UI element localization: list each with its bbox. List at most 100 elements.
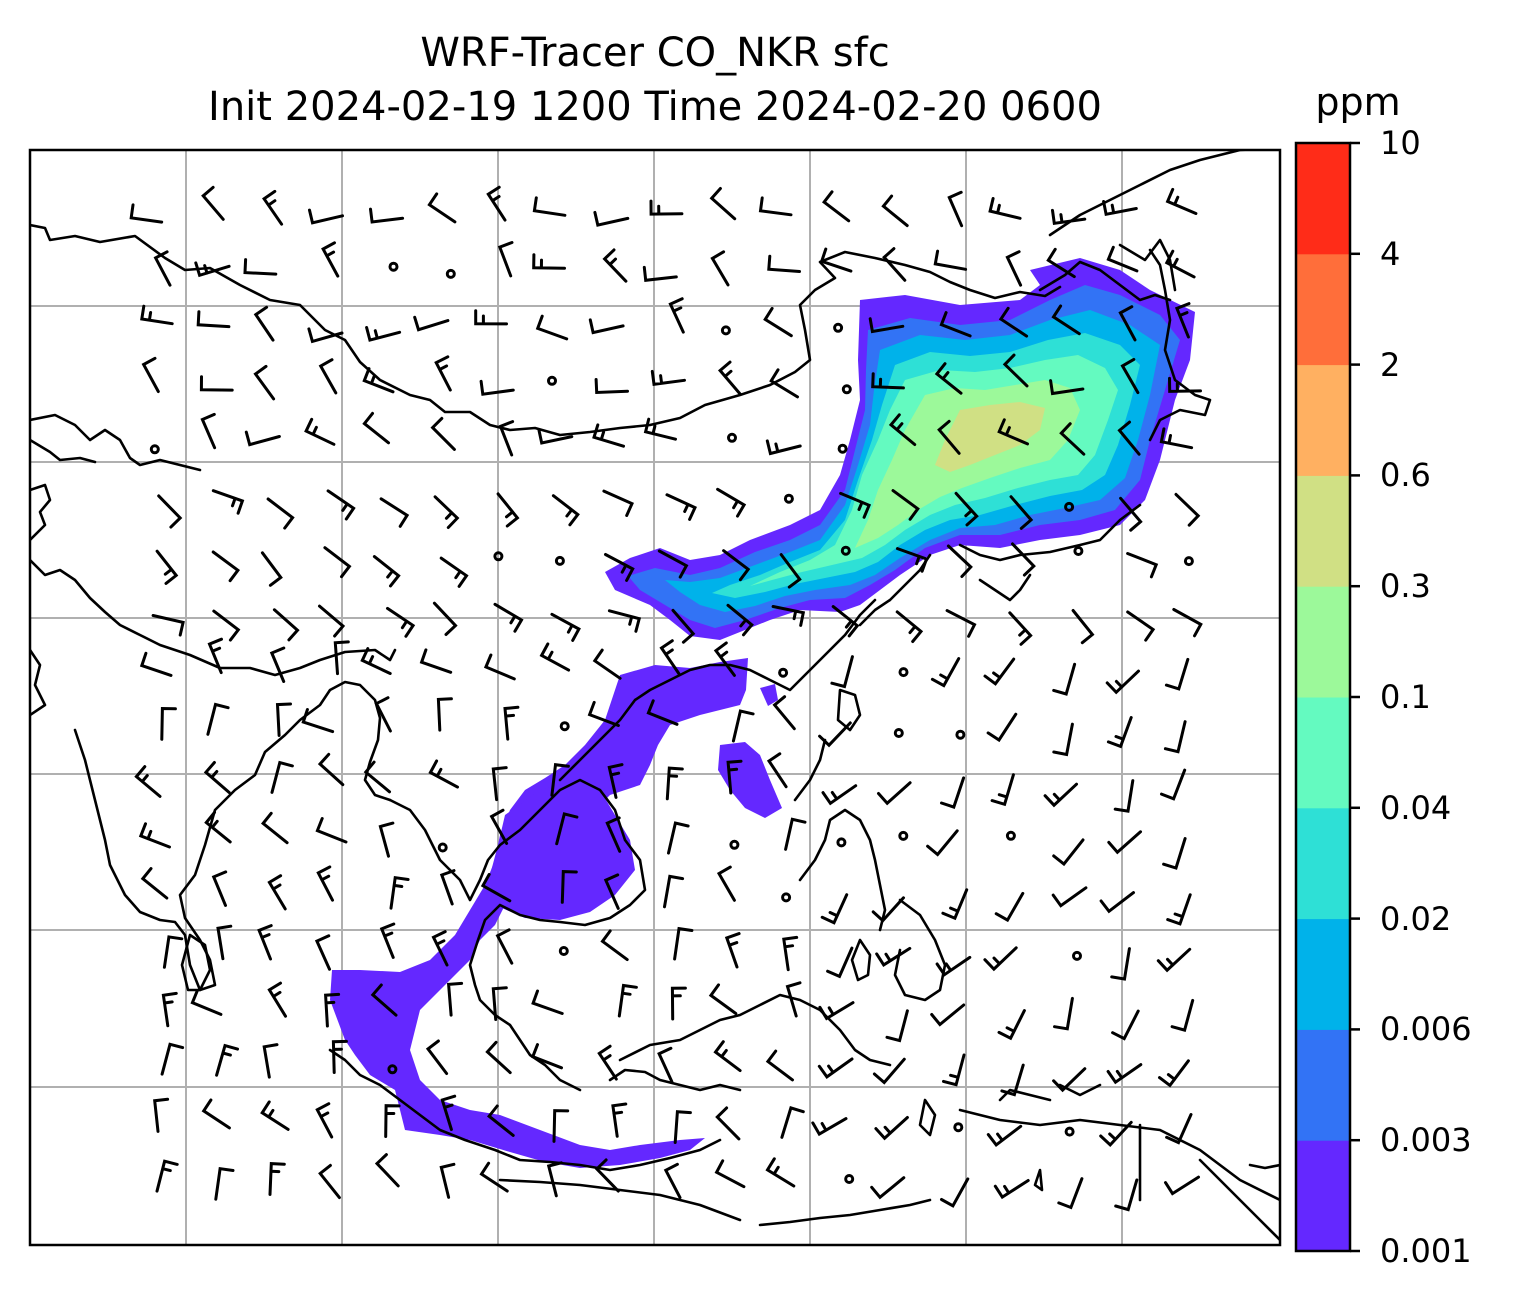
wind-barb [211,870,228,907]
calm-marker [1064,501,1075,512]
wind-barb [316,865,334,902]
wind-barb [726,759,743,795]
wind-barb [479,1161,509,1193]
wind-barb [532,196,567,217]
calm-marker [387,1064,398,1075]
calm-marker [547,375,557,386]
wind-barb [201,1098,231,1130]
wind-barb [190,989,223,1016]
colorbar-unit-label: ppm [1315,80,1401,124]
wind-barb [491,986,508,1021]
calm-marker [841,384,852,395]
wind-barb [649,199,684,216]
wind-barb [780,1106,805,1139]
wind-barb [819,247,853,273]
wind-barb [772,695,796,731]
calm-marker [1072,950,1082,961]
wind-barb [1053,996,1074,1031]
wind-barb [326,489,356,521]
wind-barb [253,305,275,342]
wind-barb [318,604,346,638]
wind-barb [611,1102,628,1138]
wind-barb [1164,249,1196,279]
wind-barb [1172,608,1203,638]
wind-barb [1164,657,1190,691]
calm-marker [898,667,909,678]
wind-barb [715,1106,741,1141]
wind-barb [1117,420,1141,456]
wind-barb [266,497,295,530]
wind-barb [1099,891,1135,914]
wind-barb [552,1109,570,1143]
wind-barb [560,870,578,904]
wind-barb [1174,492,1201,527]
calm-marker [727,432,737,443]
wind-barb [785,981,802,1018]
wind-barb [593,210,630,227]
wind-barb [203,761,231,794]
wind-barb [474,309,508,326]
wind-barb [988,197,1022,220]
wind-barb [307,327,344,344]
wind-barb [604,553,635,582]
wind-barb [434,355,452,392]
wind-barb [1106,245,1139,273]
wind-barb [994,891,1025,923]
wind-barb [895,610,924,643]
wind-barb [874,1116,909,1141]
wind-barb [1043,782,1078,808]
wind-barb [200,412,217,450]
wind-barb [821,784,858,806]
wind-barb [642,265,678,282]
wind-barb [139,651,173,677]
wind-barb [1049,379,1085,396]
wind-barb [665,493,697,521]
wind-barb [138,822,171,849]
wind-barb [946,544,973,578]
wind-barb [868,317,905,334]
calm-marker [836,837,847,848]
wind-barb [268,1162,286,1196]
wind-barb [935,955,972,977]
wind-barb [370,983,398,1017]
wind-barb [427,192,457,224]
wind-barb [479,379,515,396]
wind-barb [818,721,852,748]
calm-marker [837,443,848,454]
colorbar-tick-label: 4 [1380,234,1401,273]
wind-barb [646,699,679,726]
colorbar [1294,141,1360,1253]
wind-barb [1051,208,1087,225]
title-line-2: Init 2024-02-19 1200 Time 2024-02-20 060… [208,84,1102,130]
wind-barb [431,930,449,967]
wind-barb [425,1039,449,1075]
wind-barb [888,413,917,446]
wind-barb [140,304,174,326]
wind-barb [308,208,344,225]
wind-barb [155,549,179,585]
wind-barb [1110,947,1131,981]
wind-barb [216,924,233,961]
wind-barb [779,553,802,589]
wind-barb [1170,998,1195,1032]
colorbar-segment [1296,143,1350,255]
wind-barb [1051,886,1088,908]
wind-barb [713,1040,742,1073]
wind-barb [1052,1067,1087,1093]
wind-barb [362,367,395,394]
wind-barb [659,639,681,675]
wind-barb [428,759,459,789]
wind-barb [535,314,569,341]
wind-barb [990,773,1015,807]
wind-barb [731,709,755,743]
wind-barb [1051,304,1081,336]
wind-barb [663,874,685,909]
wind-barb [872,1057,906,1085]
calm-marker [893,728,904,738]
wind-barb [446,981,464,1017]
wind-barb [315,817,348,844]
wind-barb [1011,542,1036,577]
wind-barb [304,417,336,446]
wind-barb [196,310,231,329]
wind-barb [379,497,410,528]
